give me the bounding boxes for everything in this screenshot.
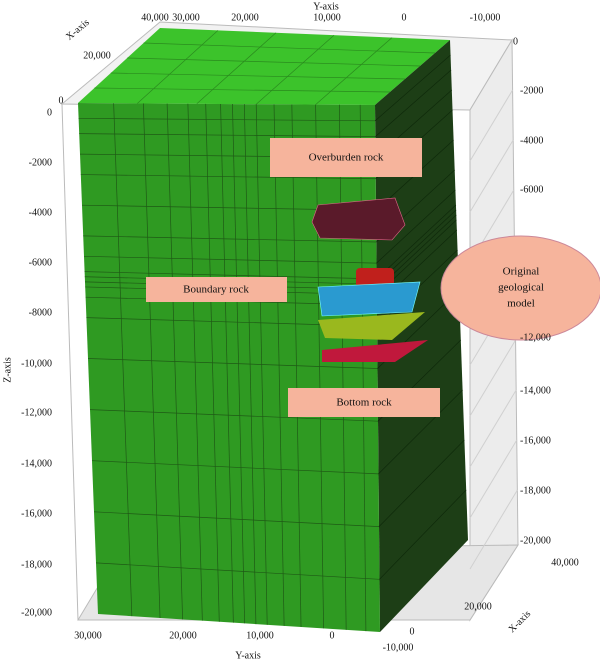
tick-label: 20,000 bbox=[83, 50, 111, 61]
label: model bbox=[507, 298, 535, 310]
mesh-line bbox=[78, 117, 376, 122]
label: Overburden rock bbox=[309, 152, 384, 164]
mesh-line bbox=[79, 133, 376, 137]
mesh-line bbox=[379, 489, 467, 580]
tick-label: -4000 bbox=[29, 207, 52, 218]
mesh-line bbox=[376, 189, 456, 264]
tick-label: 40,000 bbox=[551, 557, 579, 568]
tick-label: -2000 bbox=[29, 157, 52, 168]
tick-label: 10,000 bbox=[246, 630, 274, 641]
coal-seams bbox=[311, 197, 406, 241]
axis-title: X-axis bbox=[507, 608, 534, 635]
tick-label: -20,000 bbox=[21, 607, 52, 618]
mesh-line bbox=[137, 30, 219, 104]
right-face bbox=[375, 40, 468, 632]
label: Original bbox=[503, 266, 540, 278]
tick-label: -12,000 bbox=[520, 332, 551, 343]
tick-label: 0 bbox=[513, 36, 518, 47]
grid-line bbox=[469, 339, 517, 417]
axis-title: X-axis bbox=[64, 17, 92, 43]
mesh-line bbox=[91, 460, 379, 475]
mesh-line bbox=[87, 358, 378, 369]
grid-line bbox=[469, 489, 518, 570]
tick-label: -10,000 bbox=[21, 358, 52, 369]
tick-label: 40,000 bbox=[141, 12, 169, 23]
mesh-line bbox=[378, 389, 463, 475]
tick-label: -20,000 bbox=[520, 535, 551, 546]
mesh-line bbox=[83, 235, 377, 243]
axis-title: Y-axis bbox=[313, 1, 339, 12]
tick-label: 0 bbox=[59, 95, 64, 106]
mesh-line bbox=[94, 87, 391, 93]
tick-label: -6000 bbox=[29, 257, 52, 268]
mesh-line bbox=[143, 42, 436, 54]
grid-line bbox=[469, 89, 514, 162]
mesh-line bbox=[196, 32, 277, 105]
label-box bbox=[288, 388, 440, 417]
tick-label: -14,000 bbox=[21, 458, 52, 469]
tick-label: 0 bbox=[402, 12, 407, 23]
mesh-line bbox=[375, 69, 452, 137]
top-face bbox=[78, 28, 450, 105]
layer-red bbox=[322, 340, 428, 362]
tick-label: -16,000 bbox=[21, 508, 52, 519]
tick-label: 0 bbox=[410, 626, 415, 637]
tick-label: 30,000 bbox=[172, 12, 200, 23]
tick-label: -10,000 bbox=[383, 642, 414, 653]
label-box bbox=[146, 277, 287, 302]
tick-label: -18,000 bbox=[520, 485, 551, 496]
tick-label: 10,000 bbox=[313, 12, 341, 23]
mesh-line bbox=[95, 562, 380, 580]
layer-yellow bbox=[318, 312, 425, 340]
tick-label: -14,000 bbox=[520, 385, 551, 396]
mesh-line bbox=[376, 204, 457, 280]
tick-label: 0 bbox=[330, 630, 335, 641]
tick-label: 20,000 bbox=[464, 601, 492, 612]
tick-label: -2000 bbox=[520, 85, 543, 96]
tick-label: -8000 bbox=[29, 307, 52, 318]
tick-label: -4000 bbox=[520, 135, 543, 146]
label: geological bbox=[498, 282, 544, 294]
tick-label: -6000 bbox=[520, 184, 543, 195]
label-ellipse bbox=[440, 235, 600, 341]
mesh-line bbox=[255, 34, 335, 105]
tick-label: 0 bbox=[47, 107, 52, 118]
mesh-line bbox=[84, 271, 377, 280]
grid-line bbox=[469, 389, 517, 468]
tick-labels: 30,000 20,000 10,000 0 -10,00040,00020,00000… bbox=[21, 12, 579, 653]
tick-label: 20,000 bbox=[231, 12, 259, 23]
tick-label: -18,000 bbox=[21, 559, 52, 570]
mesh-line bbox=[93, 511, 380, 527]
axis-title: Y-axis bbox=[235, 650, 261, 661]
label: Bottom rock bbox=[336, 397, 392, 409]
mesh-line bbox=[110, 72, 406, 80]
mesh-line bbox=[83, 255, 377, 264]
label-box bbox=[270, 138, 422, 177]
grid-line bbox=[469, 439, 518, 519]
label: Boundary rock bbox=[183, 284, 249, 296]
mesh-line bbox=[378, 439, 465, 527]
mesh-line bbox=[374, 54, 451, 122]
tick-label: 20,000 bbox=[169, 630, 197, 641]
faults bbox=[356, 268, 394, 288]
tick-label: -16,000 bbox=[520, 435, 551, 446]
tick-label: -10,000 bbox=[470, 12, 501, 23]
grid-line bbox=[469, 139, 514, 213]
mesh-line bbox=[315, 37, 393, 105]
mesh-line bbox=[80, 174, 376, 180]
mesh-line bbox=[89, 409, 379, 422]
mesh-line bbox=[127, 57, 421, 67]
tick-label: 30,000 bbox=[74, 630, 102, 641]
front-face bbox=[78, 103, 380, 632]
ore-body bbox=[317, 281, 421, 317]
axis-title: Z-axis bbox=[2, 357, 13, 383]
tick-label: -12,000 bbox=[21, 407, 52, 418]
